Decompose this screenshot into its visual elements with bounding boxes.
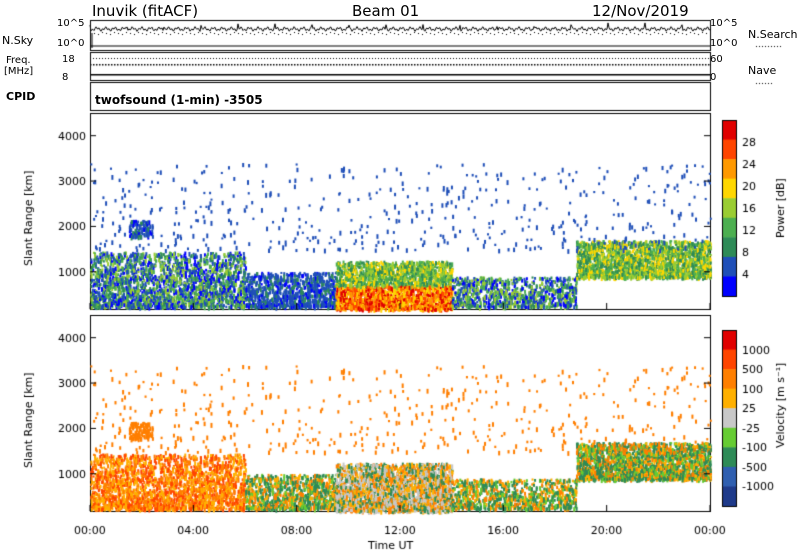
cpid-label: CPID xyxy=(6,90,36,103)
nsearch-label: N.Search xyxy=(748,28,798,41)
nsky-tick-bottom: 10^0 xyxy=(57,38,85,49)
radar-title: Inuvik (fitACF) xyxy=(92,2,199,20)
freq-unit: [MHz] xyxy=(4,66,34,77)
nave-tick-top: 60 xyxy=(710,54,723,65)
nave-tick-bottom: 0 xyxy=(710,72,717,83)
nave-label: Nave xyxy=(748,64,777,77)
nsearch-tick-top: 10^5 xyxy=(710,18,738,29)
cpid-text: twofsound (1-min) -3505 xyxy=(95,93,263,107)
nsky-tick-top: 10^5 xyxy=(57,18,85,29)
freq-tick-top: 18 xyxy=(62,54,75,65)
nsky-label: N.Sky xyxy=(2,34,34,47)
date-label: 12/Nov/2019 xyxy=(592,2,689,20)
freq-tick-bottom: 8 xyxy=(62,72,69,83)
beam-label: Beam 01 xyxy=(352,2,420,20)
freq-label: Freq. xyxy=(6,55,31,66)
nsearch-tick-bottom: 10^0 xyxy=(710,38,738,49)
